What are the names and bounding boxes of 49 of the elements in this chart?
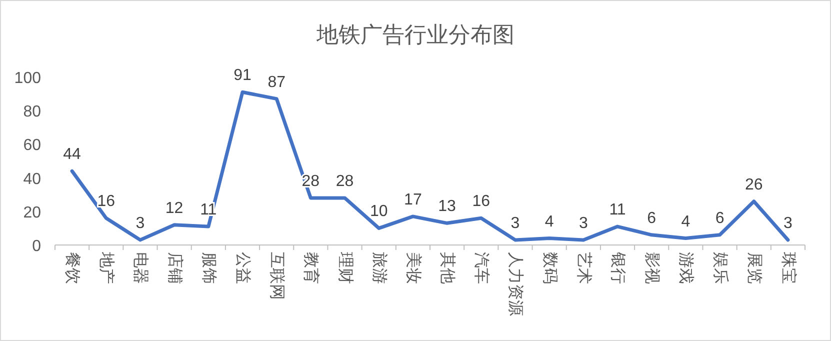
ytick: 80 bbox=[23, 104, 41, 121]
xtick: 电器 bbox=[132, 252, 149, 284]
data-label: 3 bbox=[136, 214, 145, 232]
xtick: 游戏 bbox=[677, 252, 694, 284]
data-label: 12 bbox=[165, 200, 184, 217]
data-label: 4 bbox=[681, 213, 690, 230]
ytick: 100 bbox=[14, 70, 41, 87]
ytick: 20 bbox=[23, 204, 41, 222]
data-label: 6 bbox=[647, 210, 656, 227]
xtick: 地产 bbox=[98, 252, 115, 284]
data-label: 3 bbox=[784, 214, 792, 232]
xtick: 店铺 bbox=[166, 252, 183, 284]
xtick: 珠宝 bbox=[779, 252, 796, 284]
data-label: 11 bbox=[609, 202, 626, 219]
data-label: 91 bbox=[234, 67, 252, 84]
data-label: 10 bbox=[370, 203, 388, 220]
data-label: 4 bbox=[544, 213, 554, 230]
xtick: 数码 bbox=[540, 252, 558, 284]
ytick: 60 bbox=[23, 137, 41, 154]
data-label: 17 bbox=[404, 191, 422, 208]
xtick: 公益 bbox=[234, 252, 251, 284]
xtick: 影视 bbox=[643, 252, 660, 284]
xtick: 银行 bbox=[609, 252, 626, 284]
xtick: 旅游 bbox=[370, 252, 388, 284]
ytick: 0 bbox=[32, 238, 41, 255]
xtick: 餐饮 bbox=[64, 252, 81, 284]
data-label: 28 bbox=[336, 172, 354, 190]
data-label: 87 bbox=[268, 74, 286, 91]
xtick: 娱乐 bbox=[711, 252, 728, 284]
xtick: 美妆 bbox=[404, 252, 422, 284]
title: 地铁广告行业分布图 bbox=[316, 22, 514, 47]
data-label: 3 bbox=[578, 214, 588, 232]
data-label: 26 bbox=[744, 176, 763, 194]
xtick: 其他 bbox=[438, 252, 456, 284]
data-label: 16 bbox=[97, 193, 116, 210]
xtick: 服饰 bbox=[200, 252, 217, 284]
xtick: 理财 bbox=[336, 252, 354, 284]
ytick: 40 bbox=[23, 170, 41, 188]
xtick: 人力资源 bbox=[506, 252, 524, 316]
data-label: 6 bbox=[715, 210, 724, 227]
xtick: 教育 bbox=[302, 252, 320, 284]
xtick: 艺术 bbox=[574, 252, 592, 284]
data-label: 44 bbox=[63, 146, 81, 164]
data-label: 13 bbox=[438, 198, 456, 216]
data-label: 3 bbox=[510, 214, 520, 232]
xtick: 互联网 bbox=[268, 252, 286, 300]
data-label: 16 bbox=[472, 193, 490, 210]
xtick: 展览 bbox=[745, 252, 762, 284]
xtick: 汽车 bbox=[472, 252, 490, 284]
